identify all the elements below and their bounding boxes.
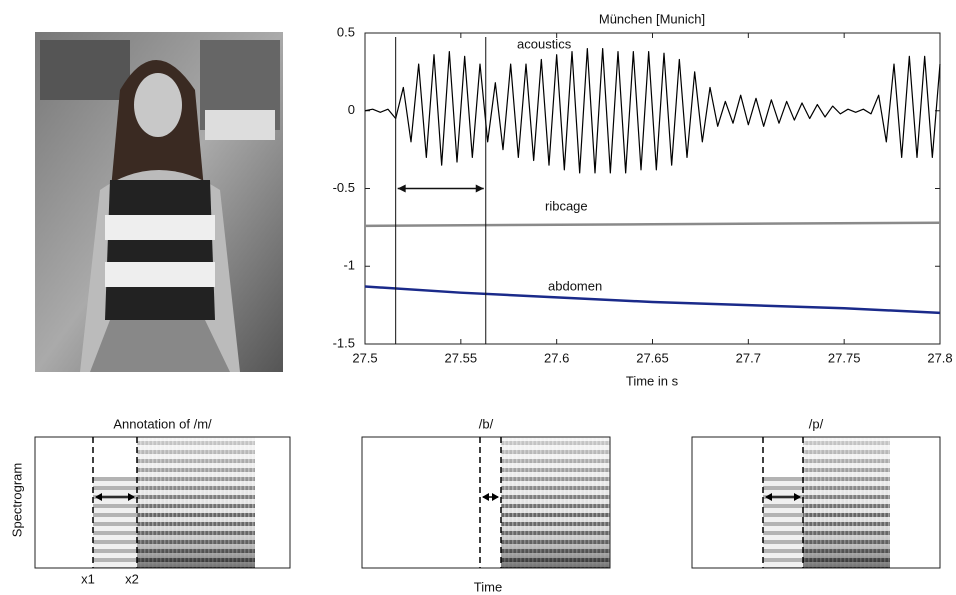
spectrogram-title: /b/ xyxy=(479,416,494,431)
spectrogram-shade xyxy=(501,437,610,568)
x-tick-label: 27.8 xyxy=(927,350,952,365)
spectrogram-title: Annotation of /m/ xyxy=(113,416,212,431)
x-tick-label: 27.75 xyxy=(828,350,861,365)
arrow-head xyxy=(482,493,499,501)
y-tick-label: -1 xyxy=(343,258,355,273)
photo xyxy=(35,32,283,372)
x-tick-label: 27.5 xyxy=(352,350,377,365)
marker-label: x1 xyxy=(81,571,95,586)
spectrogram-murmur xyxy=(93,477,137,568)
marker-label: x2 xyxy=(125,571,139,586)
y-tick-label: 0 xyxy=(348,102,355,117)
spectrogram-shade xyxy=(137,437,255,568)
spectrogram-x-label: Time xyxy=(474,579,502,594)
series-line xyxy=(364,285,941,315)
spectrogram-y-label: Spectrogram xyxy=(9,463,24,537)
y-tick-label: 0.5 xyxy=(337,24,355,39)
spectrogram-shade xyxy=(803,437,890,568)
series-label: acoustics xyxy=(517,36,572,51)
series-line xyxy=(364,221,941,228)
x-tick-label: 27.55 xyxy=(445,350,478,365)
spectrogram-title: /p/ xyxy=(809,416,824,431)
series-label: ribcage xyxy=(545,198,588,213)
y-tick-label: -1.5 xyxy=(333,335,355,350)
x-tick-label: 27.7 xyxy=(736,350,761,365)
spectrogram-frame xyxy=(34,436,291,569)
spectrogram-murmur xyxy=(763,477,803,568)
x-tick-label: 27.65 xyxy=(636,350,669,365)
spectrogram-frame xyxy=(361,436,611,569)
y-tick-label: -0.5 xyxy=(333,180,355,195)
spectrogram-frame xyxy=(691,436,941,569)
spectrograms: Annotation of /m/x1 x2/b/ /p/ xyxy=(34,416,941,586)
x-axis-label: Time in s xyxy=(626,373,679,388)
series-line xyxy=(364,47,941,174)
x-tick-label: 27.6 xyxy=(544,350,569,365)
series-label: abdomen xyxy=(548,278,602,293)
chart-title: München [Munich] xyxy=(599,11,705,26)
